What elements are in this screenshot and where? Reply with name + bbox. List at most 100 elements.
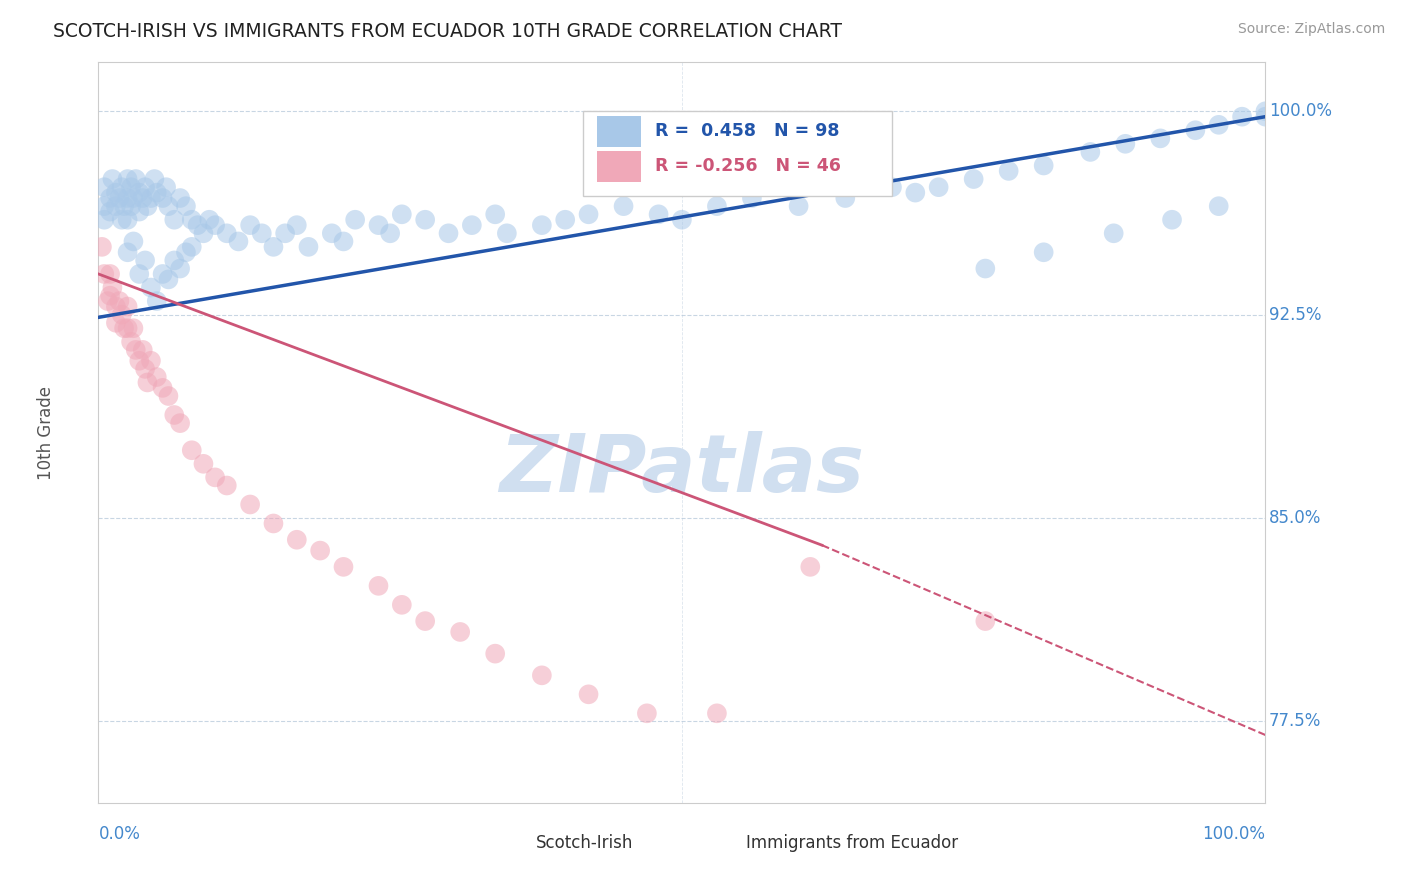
Point — [367, 579, 389, 593]
Point — [146, 294, 169, 309]
Point — [169, 261, 191, 276]
Point — [128, 353, 150, 368]
Point — [125, 343, 148, 357]
Point — [90, 240, 112, 254]
Point — [101, 280, 124, 294]
Point — [554, 212, 576, 227]
Point — [128, 186, 150, 200]
Point — [613, 199, 636, 213]
Point — [163, 408, 186, 422]
Point — [120, 334, 142, 349]
Point — [262, 240, 284, 254]
Point — [152, 267, 174, 281]
Point — [706, 199, 728, 213]
Point — [437, 227, 460, 241]
Point — [146, 186, 169, 200]
Point — [98, 204, 121, 219]
Point — [139, 280, 162, 294]
Point — [449, 624, 471, 639]
Point — [143, 172, 166, 186]
Point — [122, 321, 145, 335]
Point — [104, 186, 127, 200]
Point — [117, 212, 139, 227]
Text: 100.0%: 100.0% — [1268, 103, 1331, 120]
Text: 10th Grade: 10th Grade — [37, 385, 55, 480]
Point — [93, 267, 115, 281]
Point — [193, 457, 215, 471]
Text: Source: ZipAtlas.com: Source: ZipAtlas.com — [1237, 22, 1385, 37]
Point — [136, 376, 159, 390]
Text: Immigrants from Ecuador: Immigrants from Ecuador — [747, 834, 959, 852]
Point — [461, 218, 484, 232]
Point — [530, 668, 553, 682]
Point — [204, 218, 226, 232]
Point — [1184, 123, 1206, 137]
Point — [112, 199, 135, 213]
Point — [93, 212, 115, 227]
Point — [132, 191, 155, 205]
Point — [180, 443, 202, 458]
Text: 77.5%: 77.5% — [1268, 713, 1322, 731]
Point — [367, 218, 389, 232]
Point — [136, 199, 159, 213]
Point — [169, 191, 191, 205]
Point — [1230, 110, 1253, 124]
Point — [125, 172, 148, 186]
Point — [391, 598, 413, 612]
Point — [228, 235, 250, 249]
Point — [799, 559, 821, 574]
Point — [180, 240, 202, 254]
Point — [962, 172, 984, 186]
Point — [157, 199, 180, 213]
Point — [134, 180, 156, 194]
Point — [204, 470, 226, 484]
Point — [134, 253, 156, 268]
Point — [97, 294, 120, 309]
Text: 100.0%: 100.0% — [1202, 825, 1265, 843]
Point — [1254, 110, 1277, 124]
Point — [380, 227, 402, 241]
Point — [111, 180, 134, 194]
FancyBboxPatch shape — [596, 151, 641, 182]
Point — [139, 353, 162, 368]
Point — [904, 186, 927, 200]
Point — [122, 235, 145, 249]
Point — [174, 199, 197, 213]
Point — [636, 706, 658, 721]
Text: 0.0%: 0.0% — [98, 825, 141, 843]
Point — [344, 212, 367, 227]
Point — [391, 207, 413, 221]
Point — [128, 267, 150, 281]
Point — [706, 706, 728, 721]
FancyBboxPatch shape — [582, 111, 891, 195]
Point — [169, 416, 191, 430]
FancyBboxPatch shape — [489, 834, 524, 853]
Point — [174, 245, 197, 260]
Point — [309, 543, 332, 558]
Point — [152, 381, 174, 395]
Point — [112, 321, 135, 335]
Point — [1114, 136, 1136, 151]
Point — [98, 191, 121, 205]
Point — [187, 218, 209, 232]
Point — [1208, 199, 1230, 213]
Point — [484, 647, 506, 661]
Point — [108, 191, 131, 205]
Point — [285, 533, 308, 547]
Point — [163, 212, 186, 227]
Point — [1102, 227, 1125, 241]
Point — [155, 180, 177, 194]
Point — [297, 240, 319, 254]
Point — [157, 272, 180, 286]
Point — [198, 212, 221, 227]
Text: R =  0.458   N = 98: R = 0.458 N = 98 — [655, 122, 839, 140]
Point — [239, 218, 262, 232]
Point — [274, 227, 297, 241]
Point — [120, 180, 142, 194]
Point — [250, 227, 273, 241]
Text: 92.5%: 92.5% — [1268, 306, 1322, 324]
Point — [647, 207, 669, 221]
Point — [1080, 145, 1102, 159]
Point — [413, 212, 436, 227]
Point — [1149, 131, 1171, 145]
